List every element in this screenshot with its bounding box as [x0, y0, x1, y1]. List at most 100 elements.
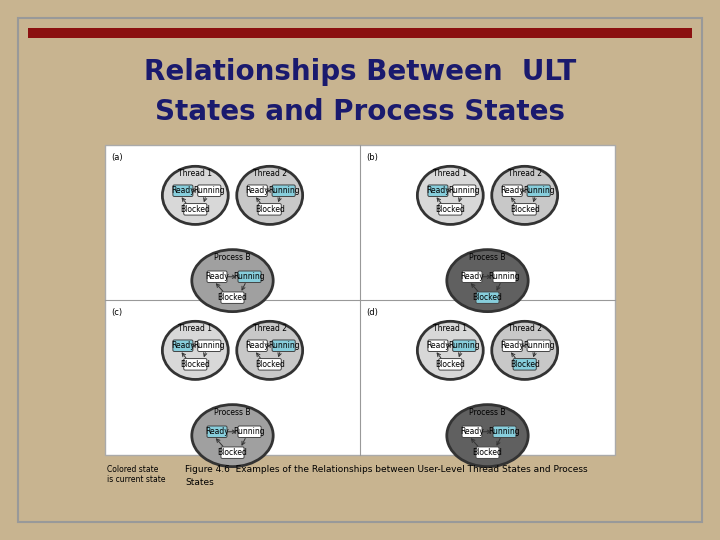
FancyBboxPatch shape — [258, 204, 282, 215]
FancyBboxPatch shape — [493, 426, 516, 437]
Text: Running: Running — [268, 186, 300, 195]
FancyBboxPatch shape — [503, 185, 522, 197]
FancyBboxPatch shape — [105, 145, 615, 455]
Text: Process B: Process B — [469, 253, 505, 262]
Text: Relationships Between  ULT: Relationships Between ULT — [144, 58, 576, 86]
Text: (a): (a) — [111, 153, 122, 162]
Text: Ready: Ready — [171, 341, 195, 350]
FancyBboxPatch shape — [462, 426, 482, 437]
FancyBboxPatch shape — [527, 185, 550, 197]
Text: (d): (d) — [366, 308, 378, 317]
FancyBboxPatch shape — [503, 340, 522, 352]
FancyBboxPatch shape — [184, 359, 207, 370]
Text: Running: Running — [449, 341, 480, 350]
Text: Ready: Ready — [246, 341, 269, 350]
Text: Ready: Ready — [205, 272, 229, 281]
Text: Running: Running — [523, 186, 554, 195]
Ellipse shape — [418, 166, 483, 225]
FancyBboxPatch shape — [247, 340, 267, 352]
Text: Running: Running — [268, 341, 300, 350]
Text: Running: Running — [449, 186, 480, 195]
Text: Process B: Process B — [215, 408, 251, 417]
FancyBboxPatch shape — [258, 359, 282, 370]
Text: Ready: Ready — [426, 341, 450, 350]
Text: Blocked: Blocked — [255, 360, 284, 369]
FancyBboxPatch shape — [513, 359, 536, 370]
FancyBboxPatch shape — [527, 340, 550, 352]
Text: Running: Running — [234, 272, 266, 281]
Text: Blocked: Blocked — [181, 360, 210, 369]
FancyBboxPatch shape — [221, 292, 244, 303]
FancyBboxPatch shape — [247, 185, 267, 197]
FancyBboxPatch shape — [173, 185, 193, 197]
Text: Thread 1: Thread 1 — [179, 169, 212, 178]
Text: Thread 2: Thread 2 — [253, 169, 287, 178]
Text: Ready: Ready — [426, 186, 450, 195]
Text: Blocked: Blocked — [436, 205, 465, 214]
Ellipse shape — [492, 321, 557, 380]
FancyBboxPatch shape — [207, 271, 227, 282]
Text: Ready: Ready — [460, 272, 484, 281]
Text: Blocked: Blocked — [217, 448, 248, 457]
Text: Process B: Process B — [215, 253, 251, 262]
FancyBboxPatch shape — [272, 185, 295, 197]
Text: Thread 2: Thread 2 — [253, 324, 287, 333]
FancyBboxPatch shape — [272, 340, 295, 352]
Ellipse shape — [237, 166, 302, 225]
Ellipse shape — [492, 166, 557, 225]
Text: Blocked: Blocked — [510, 360, 539, 369]
Text: Running: Running — [194, 186, 225, 195]
Text: Ready: Ready — [500, 186, 524, 195]
Ellipse shape — [418, 321, 483, 380]
FancyBboxPatch shape — [438, 359, 462, 370]
Text: Ready: Ready — [460, 427, 484, 436]
Ellipse shape — [163, 321, 228, 380]
FancyBboxPatch shape — [221, 447, 244, 458]
Ellipse shape — [192, 249, 273, 312]
Text: Figure 4.6  Examples of the Relationships between User-Level Thread States and P: Figure 4.6 Examples of the Relationships… — [185, 465, 588, 474]
FancyBboxPatch shape — [238, 426, 261, 437]
FancyBboxPatch shape — [207, 426, 227, 437]
FancyBboxPatch shape — [28, 28, 692, 38]
FancyBboxPatch shape — [428, 185, 448, 197]
FancyBboxPatch shape — [476, 292, 499, 303]
Text: Thread 1: Thread 1 — [179, 324, 212, 333]
Text: Ready: Ready — [246, 186, 269, 195]
Text: Blocked: Blocked — [181, 205, 210, 214]
Text: Ready: Ready — [171, 186, 195, 195]
Text: States: States — [185, 478, 214, 487]
Text: States and Process States: States and Process States — [155, 98, 565, 126]
Text: Blocked: Blocked — [472, 448, 503, 457]
Text: Thread 1: Thread 1 — [433, 169, 467, 178]
Text: Process B: Process B — [469, 408, 505, 417]
Text: Thread 2: Thread 2 — [508, 169, 541, 178]
FancyBboxPatch shape — [513, 204, 536, 215]
Text: Ready: Ready — [205, 427, 229, 436]
FancyBboxPatch shape — [184, 204, 207, 215]
Text: Blocked: Blocked — [255, 205, 284, 214]
Text: Colored state
is current state: Colored state is current state — [107, 465, 166, 484]
FancyBboxPatch shape — [198, 340, 221, 352]
Text: (c): (c) — [111, 308, 122, 317]
Text: Blocked: Blocked — [472, 293, 503, 302]
Text: Thread 1: Thread 1 — [433, 324, 467, 333]
Ellipse shape — [163, 166, 228, 225]
FancyBboxPatch shape — [173, 340, 193, 352]
Text: Thread 2: Thread 2 — [508, 324, 541, 333]
Text: (b): (b) — [366, 153, 378, 162]
FancyBboxPatch shape — [428, 340, 448, 352]
FancyBboxPatch shape — [476, 447, 499, 458]
Ellipse shape — [192, 404, 273, 467]
Text: Running: Running — [489, 272, 521, 281]
Text: Blocked: Blocked — [510, 205, 539, 214]
Text: Ready: Ready — [500, 341, 524, 350]
Ellipse shape — [447, 404, 528, 467]
Text: Running: Running — [523, 341, 554, 350]
FancyBboxPatch shape — [462, 271, 482, 282]
Text: Blocked: Blocked — [436, 360, 465, 369]
FancyBboxPatch shape — [438, 204, 462, 215]
FancyBboxPatch shape — [493, 271, 516, 282]
FancyBboxPatch shape — [453, 340, 476, 352]
FancyBboxPatch shape — [198, 185, 221, 197]
FancyBboxPatch shape — [453, 185, 476, 197]
